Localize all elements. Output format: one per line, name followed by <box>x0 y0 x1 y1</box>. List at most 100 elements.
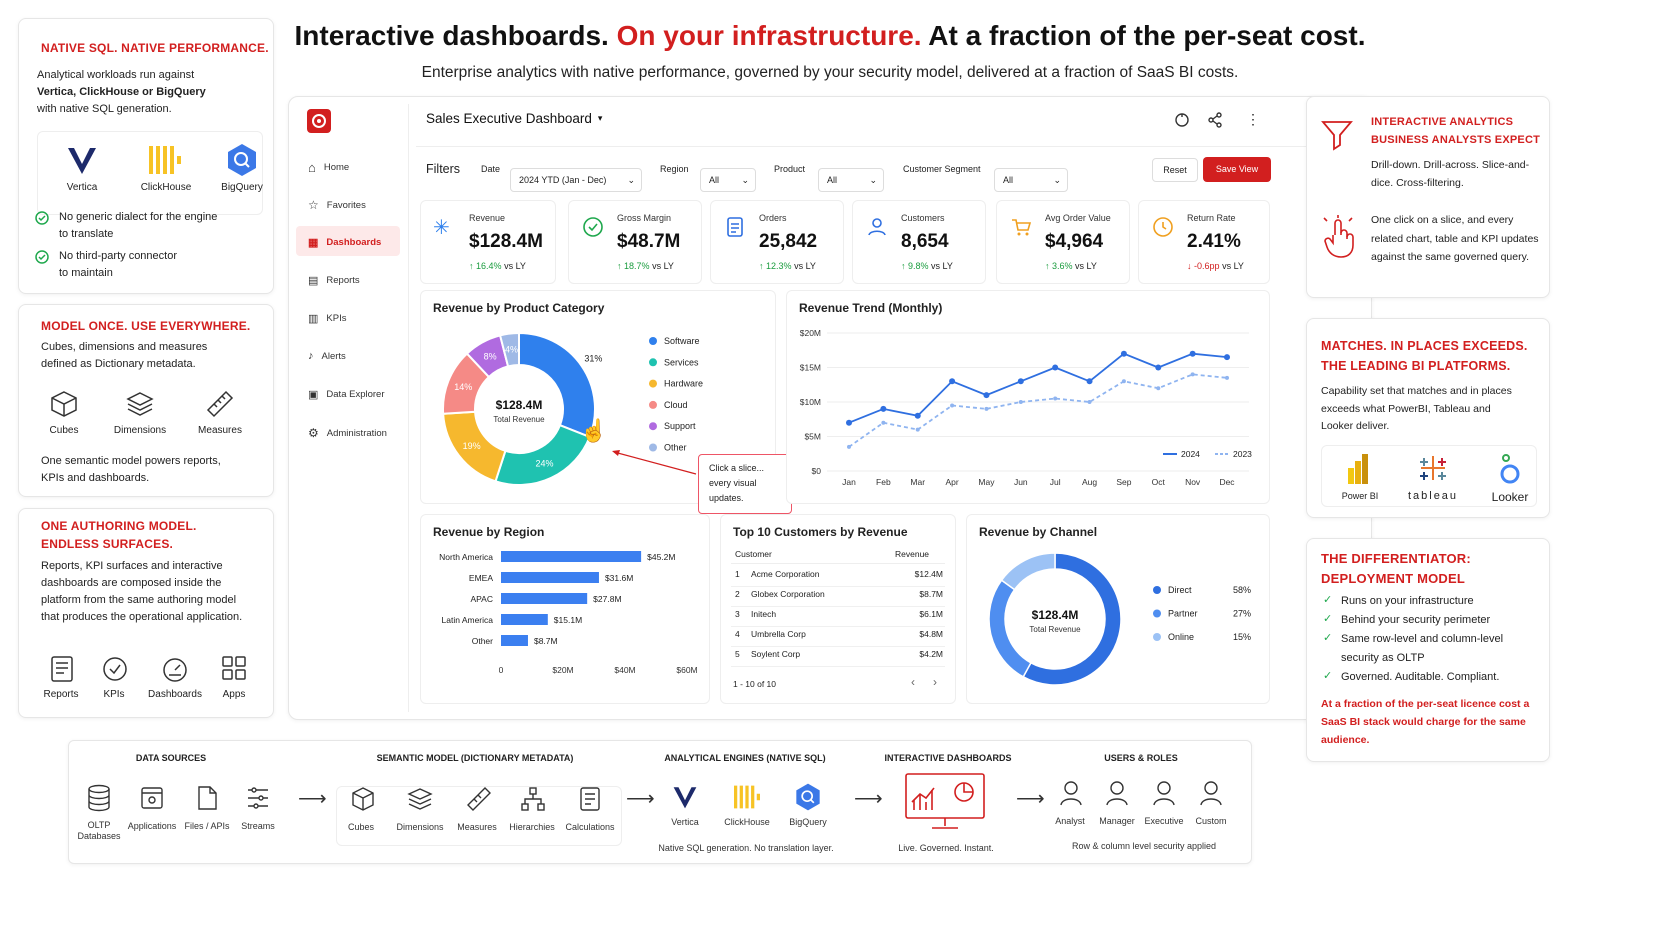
chevron-left-icon[interactable]: ‹ <box>911 675 915 689</box>
kpi-label: Revenue <box>469 213 506 223</box>
user-icon <box>1060 780 1082 806</box>
share-icon[interactable] <box>1207 112 1223 128</box>
chevron-right-icon[interactable]: › <box>933 675 937 689</box>
layers-icon <box>125 389 155 419</box>
legend-label: Hardware <box>664 379 703 389</box>
kpi-value: $48.7M <box>617 231 681 252</box>
data-point <box>1155 364 1162 371</box>
segment-select-value: All <box>1003 175 1014 185</box>
donut-slice-online[interactable] <box>1000 552 1056 591</box>
product-category-donut[interactable]: 31% 24% 19% 14% 8% 4% $128.4M Total Revenue Soft… <box>421 321 777 505</box>
sidebar-item-dashboards-inner[interactable]: ▦ Dashboards <box>308 236 381 249</box>
hierarchy-icon <box>520 786 546 812</box>
sidebar-item-alerts[interactable]: ♪ Alerts <box>308 350 346 362</box>
file-icon <box>196 785 218 811</box>
donut-slice-software[interactable] <box>518 331 596 439</box>
user-manager-label: Manager <box>1099 816 1135 826</box>
sidebar-item-favorites[interactable]: ☆ Favorites <box>308 198 366 212</box>
ruler-icon <box>205 389 235 419</box>
kpi-change: -0.6pp <box>1194 261 1220 271</box>
kpi-card-revenue[interactable]: ✳ Revenue $128.4M ↑ 16.4% vs LY <box>420 200 556 284</box>
product-select[interactable]: All ⌄ <box>818 168 884 192</box>
bigquery-logo-icon <box>224 142 260 178</box>
dimensions-label: Dimensions <box>113 425 167 436</box>
donut-slice-partner[interactable] <box>988 579 1032 678</box>
data-point <box>984 406 989 411</box>
bar-category-label: North America <box>439 552 493 562</box>
kpi-card-return-rate[interactable]: Return Rate 2.41% ↓ -0.6pp vs LY <box>1138 200 1270 284</box>
donut-center-label: Total Revenue <box>493 415 545 424</box>
legend-swatch <box>1153 609 1161 618</box>
data-point <box>880 405 887 412</box>
bar <box>501 551 642 562</box>
sidebar-item-home[interactable]: ⌂ Home <box>308 160 349 175</box>
legend-swatch <box>649 379 657 388</box>
region-select[interactable]: All ⌄ <box>700 168 756 192</box>
model-once-title: MODEL ONCE. USE EVERYWHERE. <box>41 319 251 333</box>
donut-slice-direct[interactable] <box>1022 552 1122 686</box>
ruler-icon <box>466 786 492 812</box>
x-tick-label: Nov <box>1185 477 1201 487</box>
check-circle-icon <box>35 211 49 225</box>
revenue-trend-chart[interactable]: $20M $15M $10M $5M $0 Jan Feb Mar Apr May Jun Jul Au… <box>787 317 1271 503</box>
data-point <box>1190 372 1195 377</box>
kpi-change: 3.6% <box>1052 261 1073 271</box>
check-icon: ✓ <box>1323 613 1333 625</box>
donut-slice-other[interactable] <box>498 331 520 368</box>
app-logo-icon[interactable] <box>306 108 332 134</box>
table-row[interactable]: 4 Umbrella Corp $4.8M <box>731 629 945 647</box>
sidebar-item-administration[interactable]: ⚙ Administration <box>308 426 387 440</box>
sidebar-item-reports[interactable]: ▤ Reports <box>308 274 360 287</box>
product-filter-label: Product <box>774 164 806 174</box>
data-point <box>914 412 921 419</box>
users-caption: Row & column level security applied <box>1071 841 1217 851</box>
table-row[interactable]: 5 Soylent Corp $4.2M <box>731 649 945 667</box>
chevron-down-icon: ⌄ <box>627 175 635 185</box>
deploy-check-4: Governed. Auditable. Compliant. <box>1341 671 1500 683</box>
dashboard-title-dropdown[interactable]: Sales Executive Dashboard ▾ <box>426 111 602 126</box>
gear-icon: ⚙ <box>308 426 319 440</box>
data-point <box>983 392 990 399</box>
pipeline-semantic-title: SEMANTIC MODEL (DICTIONARY METADATA) <box>376 753 574 763</box>
user-custom-label: Custom <box>1195 816 1227 826</box>
refresh-icon[interactable] <box>1174 112 1190 128</box>
kpi-card-gross-margin[interactable]: Gross Margin $48.7M ↑ 18.7% vs LY <box>568 200 702 284</box>
table-row[interactable]: 2 Globex Corporation $8.7M <box>731 589 945 607</box>
kpi-card-aov[interactable]: Avg Order Value $4,964 ↑ 3.6% vs LY <box>996 200 1130 284</box>
chevron-down-icon: ⌄ <box>1053 175 1061 185</box>
save-view-button[interactable]: Save View <box>1203 157 1271 182</box>
legend-value: 15% <box>1233 632 1251 642</box>
x-tick-label: Apr <box>945 477 958 487</box>
channel-donut[interactable]: $128.4M Total Revenue Direct 58% Partner 27% O… <box>967 543 1271 703</box>
table-row[interactable]: 3 Initech $6.1M <box>731 609 945 627</box>
dashboard-title: Sales Executive Dashboard <box>426 111 592 126</box>
source-applications-label: Applications <box>127 821 177 831</box>
bar <box>501 635 528 646</box>
semantic-cubes-label: Cubes <box>347 822 374 832</box>
donut-slice-services[interactable] <box>494 423 591 486</box>
kpi-value: 2.41% <box>1187 231 1241 252</box>
date-filter-label: Date <box>481 164 501 174</box>
sidebar-item-dashboards[interactable] <box>296 226 400 256</box>
revenue-icon: ✳ <box>433 217 450 239</box>
row-customer: Umbrella Corp <box>751 629 806 639</box>
matches-title-a: MATCHES. IN PLACES EXCEEDS. <box>1321 339 1528 353</box>
table-row[interactable]: 1 Acme Corporation $12.4M <box>731 569 945 587</box>
reset-button[interactable]: Reset <box>1152 158 1198 182</box>
kpi-change: 18.7% <box>624 261 650 271</box>
segment-filter-label: Customer Segment <box>903 164 981 174</box>
kpi-card-orders[interactable]: Orders 25,842 ↑ 12.3% vs LY <box>710 200 844 284</box>
y-tick-label: $10M <box>800 397 821 407</box>
hand-cursor-icon: ☝ <box>580 418 608 443</box>
more-vertical-icon[interactable]: ⋮ <box>1246 111 1260 127</box>
source-streams-label: Streams <box>241 821 275 831</box>
row-revenue: $4.2M <box>919 649 943 659</box>
kpi-card-customers[interactable]: Customers 8,654 ↑ 9.8% vs LY <box>852 200 986 284</box>
sidebar-item-data-explorer[interactable]: ▣ Data Explorer <box>308 388 385 401</box>
region-bar-chart[interactable]: North America $45.2M EMEA $31.6M APAC $27.8M L… <box>421 543 711 703</box>
segment-select[interactable]: All ⌄ <box>994 168 1068 192</box>
y-tick-label: $20M <box>800 328 821 338</box>
deploy-check-3a: Same row-level and column-level <box>1341 633 1504 645</box>
sidebar-item-kpis[interactable]: ▥ KPIs <box>308 312 346 325</box>
date-select[interactable]: 2024 YTD (Jan - Dec) ⌄ <box>510 168 642 192</box>
